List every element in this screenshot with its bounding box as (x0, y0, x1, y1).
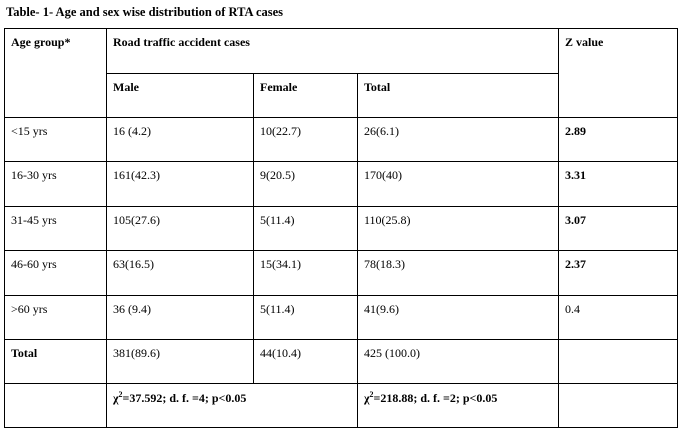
cell: 0.4 (558, 295, 679, 340)
cell: >60 yrs (4, 295, 107, 340)
cell: 381(89.6) (106, 339, 254, 384)
chi-square-age: χ2=218.88; d. f. =2; p<0.05 (356, 383, 560, 428)
cell: 10(22.7) (253, 117, 358, 162)
cell: 41(9.6) (356, 295, 560, 340)
text: =37.592; d. f. =4; p<0.05 (122, 391, 247, 405)
cell: 3.07 (558, 206, 679, 251)
header-cell: Total (356, 73, 560, 118)
header-cell: Z value (558, 28, 679, 118)
cell (558, 339, 679, 384)
header-cell: Road traffic accident cases (105, 28, 560, 74)
text: =218.88; d. f. =2; p<0.05 (373, 391, 498, 405)
cell: 170(40) (356, 161, 560, 207)
cell: 44(10.4) (253, 339, 358, 384)
superscript: 2 (369, 390, 374, 399)
cell: 9(20.5) (253, 161, 358, 207)
cell: 161(42.3) (106, 161, 254, 207)
cell: 36 (9.4) (106, 295, 254, 340)
table-title: Table- 1- Age and sex wise distribution … (6, 5, 284, 19)
symbol: χ (113, 391, 119, 405)
symbol: χ (364, 391, 370, 405)
table: Age group* Road traffic accident cases Z… (4, 28, 679, 428)
cell (4, 383, 107, 428)
cell: 31-45 yrs (4, 206, 107, 251)
superscript: 2 (118, 390, 123, 399)
cell: 2.89 (558, 117, 679, 162)
cell: Total (4, 339, 107, 384)
cell: 5(11.4) (253, 206, 358, 251)
cell: 2.37 (558, 250, 679, 296)
cell: 16 (4.2) (106, 117, 254, 162)
cell: <15 yrs (4, 117, 107, 162)
cell: 16-30 yrs (4, 161, 107, 207)
cell (558, 383, 679, 428)
cell: 425 (100.0) (356, 339, 560, 384)
header-cell: Female (253, 73, 358, 118)
cell: 105(27.6) (106, 206, 254, 251)
cell: 63(16.5) (106, 250, 254, 296)
chi-square-sex: χ2=37.592; d. f. =4; p<0.05 (106, 383, 358, 428)
cell: 110(25.8) (356, 206, 560, 251)
cell: 5(11.4) (253, 295, 358, 340)
cell: 26(6.1) (356, 117, 560, 162)
header-cell: Age group* (4, 28, 107, 118)
cell: 15(34.1) (253, 250, 358, 296)
cell: 46-60 yrs (4, 250, 107, 296)
cell: 3.31 (558, 161, 679, 207)
header-cell: Male (106, 73, 254, 118)
cell: 78(18.3) (356, 250, 560, 296)
